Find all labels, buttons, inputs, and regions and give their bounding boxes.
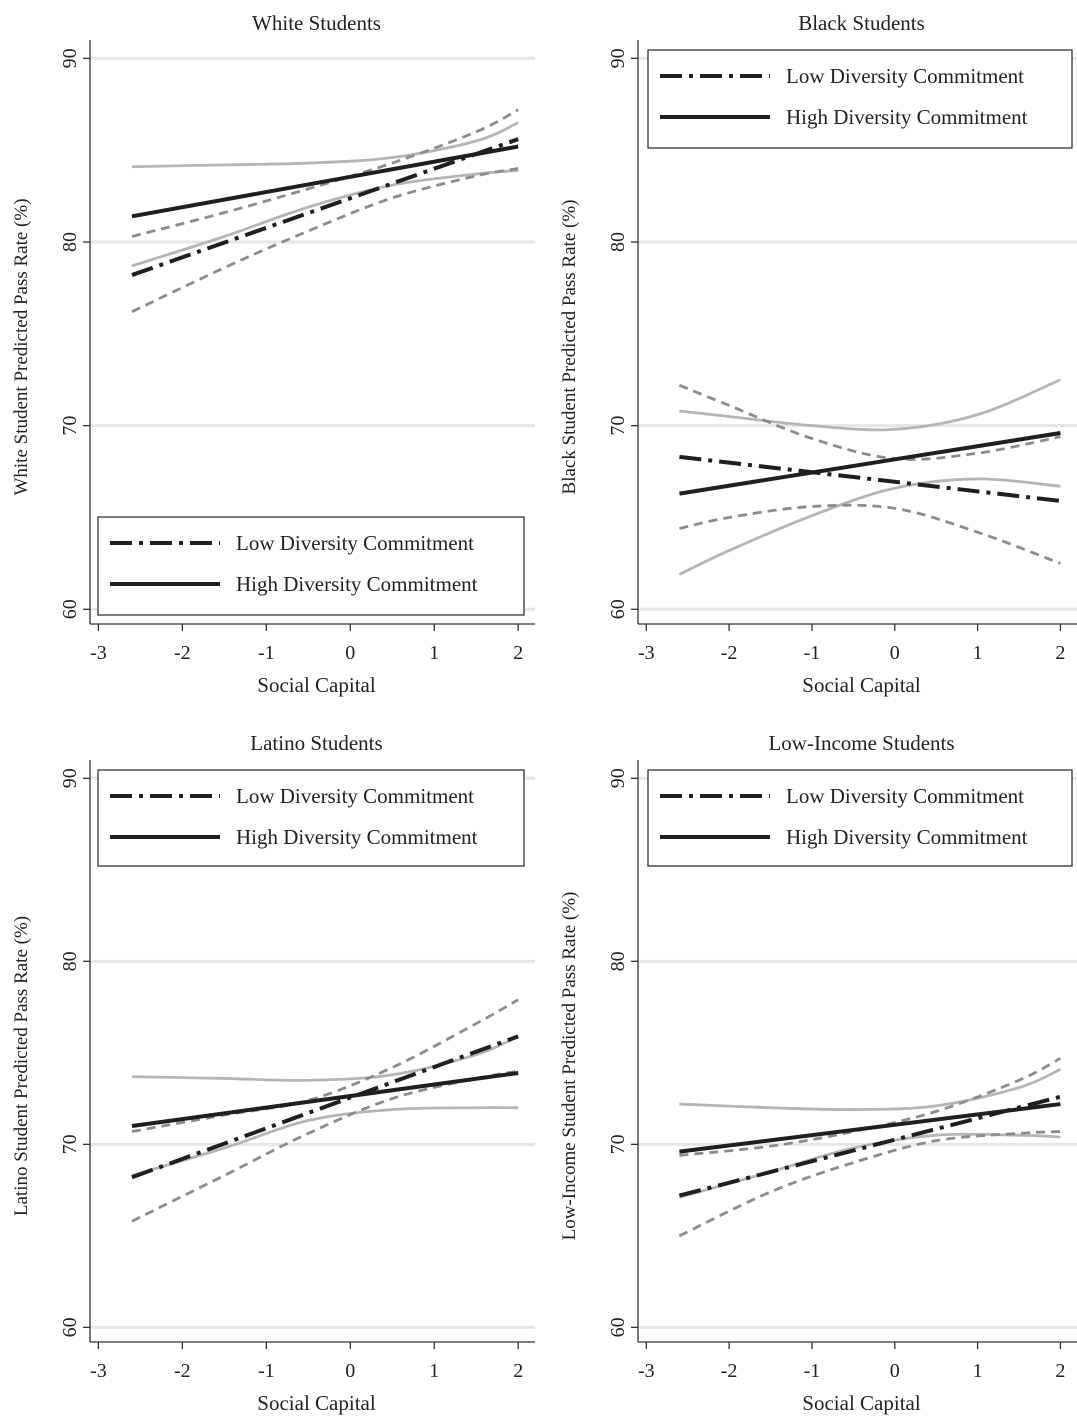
x-tick-label: 0	[890, 1360, 900, 1382]
series-line-high-ci-lower	[131, 168, 519, 268]
chart-panel-1: White Students 60 70 80 90 -3 -2 -1 0 1 2 Social Ca…	[11, 11, 535, 697]
x-tick-label: -3	[90, 1360, 107, 1382]
legend-label-high: High Diversity Commitment	[236, 572, 478, 596]
x-tick-label: 1	[429, 1360, 439, 1382]
series-line-low-ci-upper	[131, 108, 519, 238]
x-tick-label: -1	[258, 642, 275, 664]
chart-title: Latino Students	[250, 731, 382, 755]
x-tick-label: 1	[429, 642, 439, 664]
legend: Low Diversity Commitment High Diversity C…	[97, 516, 525, 616]
y-tick-label: 70	[59, 1134, 81, 1154]
y-tick-label: 70	[607, 416, 629, 436]
x-tick-label: 1	[973, 1360, 983, 1382]
x-tick-label: -1	[804, 1360, 821, 1382]
series-line-low	[131, 137, 519, 277]
y-tick-label: 80	[59, 232, 81, 252]
y-axis-title: Low-Income Student Predicted Pass Rate (…	[559, 892, 580, 1241]
legend-label-high: High Diversity Commitment	[786, 825, 1028, 849]
series-line-low-ci-upper	[679, 1057, 1062, 1157]
y-axis-title: Latino Student Predicted Pass Rate (%)	[11, 916, 32, 1216]
y-tick-label: 90	[59, 768, 81, 788]
x-tick-label: 0	[890, 642, 900, 664]
series-line-low	[678, 1094, 1061, 1198]
x-tick-label: -2	[721, 642, 738, 664]
series-line-low	[131, 1034, 519, 1180]
x-tick-label: 2	[513, 1360, 523, 1382]
x-tick-label: -3	[638, 1360, 655, 1382]
y-tick-label: 70	[59, 416, 81, 436]
chart-title: White Students	[252, 11, 381, 35]
legend-label-low: Low Diversity Commitment	[786, 784, 1024, 808]
legend-box	[97, 769, 525, 867]
chart-panel-4: Low-Income Students 60 70 80 90 -3 -2 -1 0 1 2 Soci…	[559, 731, 1077, 1415]
chart-panel-3: Latino Students 60 70 80 90 -3 -2 -1 0 1 2 Social C…	[11, 731, 535, 1415]
x-axis-title: Social Capital	[257, 1391, 376, 1415]
series-line-low-ci-upper	[131, 998, 519, 1133]
x-tick-label: -1	[258, 1360, 275, 1382]
x-tick-label: -3	[638, 642, 655, 664]
x-tick-label: -1	[804, 642, 821, 664]
x-tick-label: 2	[1055, 1360, 1065, 1382]
x-tick-label: 2	[1055, 642, 1065, 664]
legend-box	[97, 516, 525, 616]
legend-label-high: High Diversity Commitment	[786, 105, 1028, 129]
x-axis-title: Social Capital	[257, 673, 376, 697]
series-line-high-ci-lower	[678, 477, 1061, 576]
series-line-high	[131, 1070, 519, 1129]
series-line-low-ci-lower	[678, 1130, 1061, 1238]
series-line-low-ci-lower	[131, 167, 519, 314]
y-tick-label: 80	[607, 232, 629, 252]
x-tick-label: 0	[345, 642, 355, 664]
x-axis-title: Social Capital	[802, 1391, 921, 1415]
series-line-low-ci-lower	[679, 503, 1061, 565]
chart-panel-2: Black Students 60 70 80 90 -3 -2 -1 0 1 2 Social Ca…	[559, 11, 1077, 697]
y-tick-label: 80	[607, 951, 629, 971]
y-tick-label: 80	[59, 951, 81, 971]
series-line-high-ci-upper	[679, 1068, 1062, 1112]
series-line-high	[679, 431, 1061, 496]
series-line-high	[131, 144, 519, 219]
series-line-high-ci-lower	[131, 1106, 519, 1177]
x-tick-label: 1	[973, 642, 983, 664]
series-line-high-ci-upper	[131, 1035, 519, 1082]
y-tick-label: 60	[607, 1317, 629, 1337]
legend-label-low: Low Diversity Commitment	[236, 784, 474, 808]
series-line-low-ci-upper	[678, 383, 1061, 461]
x-tick-label: -3	[90, 642, 107, 664]
y-tick-label: 60	[59, 599, 81, 619]
series-line-high-ci-upper	[131, 121, 519, 169]
legend: Low Diversity Commitment High Diversity C…	[97, 769, 525, 867]
series-line-low-ci-lower	[131, 1069, 519, 1223]
legend-box	[647, 769, 1073, 867]
y-tick-label: 60	[607, 599, 629, 619]
y-axis-title: White Student Predicted Pass Rate (%)	[11, 198, 32, 495]
y-tick-label: 90	[607, 768, 629, 788]
legend-box	[647, 49, 1073, 149]
legend: Low Diversity Commitment High Diversity C…	[647, 49, 1073, 149]
y-tick-label: 60	[59, 1317, 81, 1337]
series-line-high-ci-upper	[679, 378, 1061, 432]
x-tick-label: -2	[174, 642, 191, 664]
x-tick-label: 2	[513, 642, 523, 664]
legend-label-low: Low Diversity Commitment	[786, 64, 1024, 88]
y-axis-title: Black Student Predicted Pass Rate (%)	[559, 200, 580, 495]
chart-title: Low-Income Students	[768, 731, 954, 755]
x-tick-label: 0	[345, 1360, 355, 1382]
y-tick-label: 70	[607, 1134, 629, 1154]
x-tick-label: -2	[174, 1360, 191, 1382]
legend-label-high: High Diversity Commitment	[236, 825, 478, 849]
x-axis-title: Social Capital	[802, 673, 921, 697]
series-line-low	[679, 454, 1061, 503]
legend-label-low: Low Diversity Commitment	[236, 531, 474, 555]
y-tick-label: 90	[59, 48, 81, 68]
legend: Low Diversity Commitment High Diversity C…	[647, 769, 1073, 867]
y-tick-label: 90	[607, 48, 629, 68]
chart-title: Black Students	[798, 11, 925, 35]
x-tick-label: -2	[721, 1360, 738, 1382]
